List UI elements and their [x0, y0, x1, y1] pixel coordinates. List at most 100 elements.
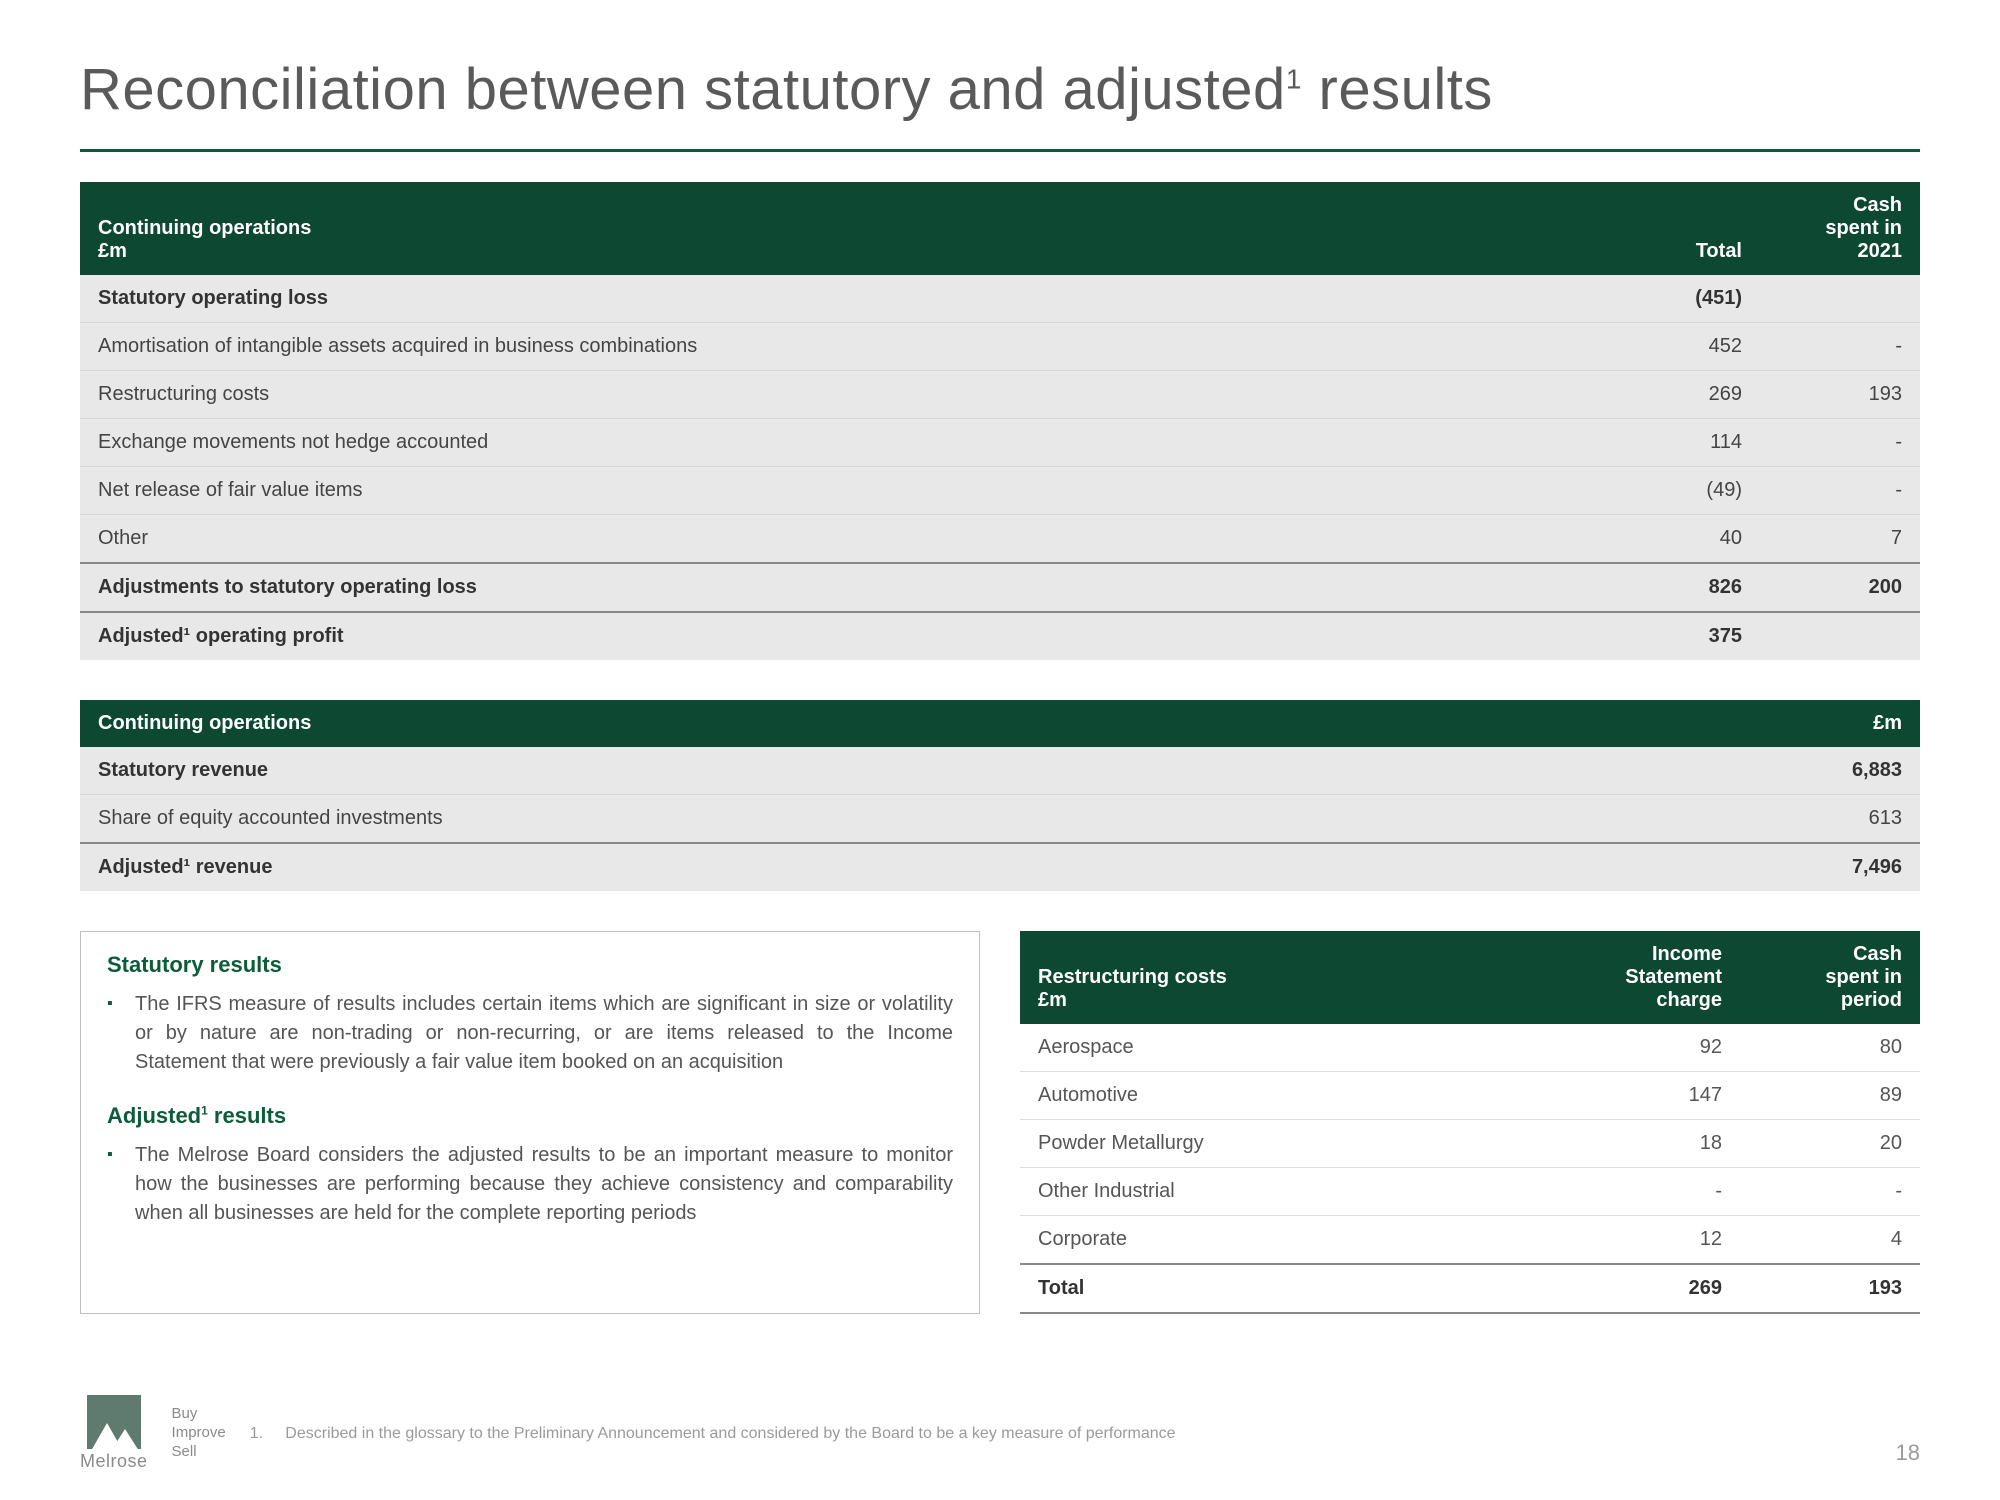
table-row: Automotive14789	[1020, 1072, 1920, 1120]
page-title: Reconciliation between statutory and adj…	[80, 56, 1920, 123]
melrose-logo-icon	[87, 1395, 141, 1449]
row-value-total: 114	[1600, 419, 1760, 467]
row-label: Adjusted¹ operating profit	[80, 612, 1600, 660]
t1-head-c2: Cash spent in 2021	[1760, 182, 1920, 275]
table-row: Statutory revenue6,883	[80, 747, 1920, 795]
table-row: Adjusted¹ revenue7,496	[80, 843, 1920, 891]
t1-head-left-l1: Continuing operations	[98, 217, 311, 239]
table-row: Adjusted¹ operating profit375	[80, 612, 1920, 660]
t1-head-left-l2: £m	[98, 240, 127, 262]
row-value-cash	[1760, 612, 1920, 660]
statutory-desc: The IFRS measure of results includes cer…	[135, 990, 953, 1077]
t1-head-c1-label: Total	[1696, 240, 1742, 262]
table-row: Net release of fair value items(49)-	[80, 467, 1920, 515]
tagline: Buy Improve Sell	[172, 1405, 226, 1461]
row-label: Other Industrial	[1020, 1168, 1560, 1216]
table-row: Restructuring costs269193	[80, 371, 1920, 419]
row-label: Share of equity accounted investments	[80, 795, 1760, 844]
t1-head-c2-l3: 2021	[1858, 240, 1903, 262]
table-row: Other Industrial--	[1020, 1168, 1920, 1216]
table-row: Aerospace9280	[1020, 1024, 1920, 1072]
definitions-panel: Statutory results The IFRS measure of re…	[80, 931, 980, 1314]
row-label: Other	[80, 515, 1600, 564]
row-value-cash: -	[1760, 467, 1920, 515]
row-label: Aerospace	[1020, 1024, 1560, 1072]
table-row: Adjustments to statutory operating loss8…	[80, 563, 1920, 612]
t1-head-c2-l1: Cash	[1853, 194, 1902, 216]
t3-hc1-l1: Income	[1652, 943, 1722, 965]
row-value-cash: 7	[1760, 515, 1920, 564]
t3-hc2-l3: period	[1841, 989, 1902, 1011]
reconciliation-table: Continuing operations £m Total Cash spen…	[80, 182, 1920, 660]
adjusted-desc: The Melrose Board considers the adjusted…	[135, 1141, 953, 1228]
adjusted-heading: Adjusted1 results	[107, 1103, 953, 1129]
table-row: Corporate124	[1020, 1216, 1920, 1265]
row-value-charge: 92	[1560, 1024, 1740, 1072]
row-value: 7,496	[1760, 843, 1920, 891]
row-label: Statutory operating loss	[80, 275, 1600, 323]
row-value-charge: 12	[1560, 1216, 1740, 1265]
reconciliation-table-wrap: Continuing operations £m Total Cash spen…	[80, 182, 1920, 660]
title-post: results	[1302, 57, 1493, 122]
title-rule	[80, 149, 1920, 152]
row-value-total: 452	[1600, 323, 1760, 371]
t1-head-c2-l2: spent in	[1825, 217, 1902, 239]
row-label: Statutory revenue	[80, 747, 1760, 795]
row-value-total: 375	[1600, 612, 1760, 660]
row-value-total: (49)	[1600, 467, 1760, 515]
row-label: Total	[1020, 1264, 1560, 1313]
row-label: Amortisation of intangible assets acquir…	[80, 323, 1600, 371]
logo-text: Melrose	[80, 1451, 148, 1472]
row-label: Exchange movements not hedge accounted	[80, 419, 1600, 467]
row-value-cash: -	[1740, 1168, 1920, 1216]
t3-head-c1: Income Statement charge	[1560, 931, 1740, 1024]
row-value-charge: -	[1560, 1168, 1740, 1216]
row-label: Restructuring costs	[80, 371, 1600, 419]
table-row: Amortisation of intangible assets acquir…	[80, 323, 1920, 371]
t3-hl-l2: £m	[1038, 989, 1067, 1011]
t1-head-left: Continuing operations £m	[80, 182, 1600, 275]
row-value-total: 826	[1600, 563, 1760, 612]
table-row: Statutory operating loss(451)	[80, 275, 1920, 323]
tagline-l2: Improve	[172, 1424, 226, 1441]
t3-hc1-l3: charge	[1656, 989, 1722, 1011]
row-value-cash: -	[1760, 419, 1920, 467]
row-value-cash: 193	[1740, 1264, 1920, 1313]
row-value-charge: 18	[1560, 1120, 1740, 1168]
tagline-l1: Buy	[172, 1405, 198, 1422]
row-label: Net release of fair value items	[80, 467, 1600, 515]
title-sup: 1	[1286, 64, 1302, 95]
row-value-cash: 89	[1740, 1072, 1920, 1120]
footer: Melrose Buy Improve Sell 1. Described in…	[80, 1395, 1920, 1472]
footnote-num: 1.	[250, 1425, 263, 1442]
table-total-row: Total269193	[1020, 1264, 1920, 1313]
table-row: Exchange movements not hedge accounted11…	[80, 419, 1920, 467]
row-label: Corporate	[1020, 1216, 1560, 1265]
t3-hc2-l1: Cash	[1853, 943, 1902, 965]
row-value-total: (451)	[1600, 275, 1760, 323]
row-value: 613	[1760, 795, 1920, 844]
tagline-l3: Sell	[172, 1443, 197, 1460]
t3-head-c2: Cash spent in period	[1740, 931, 1920, 1024]
t3-hc1-l2: Statement	[1625, 966, 1722, 988]
row-value-cash: 20	[1740, 1120, 1920, 1168]
row-value-cash: -	[1760, 323, 1920, 371]
t2-head-right: £m	[1760, 700, 1920, 747]
table-row: Powder Metallurgy1820	[1020, 1120, 1920, 1168]
page-number: 18	[1896, 1440, 1920, 1466]
statutory-heading: Statutory results	[107, 952, 953, 978]
adj-h-post: results	[208, 1103, 286, 1128]
row-value: 6,883	[1760, 747, 1920, 795]
revenue-table-wrap: Continuing operations £m Statutory reven…	[80, 700, 1920, 891]
t1-head-c1: Total	[1600, 182, 1760, 275]
row-value-cash	[1760, 275, 1920, 323]
adj-h-pre: Adjusted	[107, 1103, 201, 1128]
row-value-total: 269	[1600, 371, 1760, 419]
lower-grid: Statutory results The IFRS measure of re…	[80, 931, 1920, 1314]
row-value-total: 40	[1600, 515, 1760, 564]
row-value-cash: 80	[1740, 1024, 1920, 1072]
row-label: Automotive	[1020, 1072, 1560, 1120]
footnote-text: Described in the glossary to the Prelimi…	[285, 1425, 1175, 1442]
row-value-cash: 4	[1740, 1216, 1920, 1265]
logo-block: Melrose	[80, 1395, 148, 1472]
